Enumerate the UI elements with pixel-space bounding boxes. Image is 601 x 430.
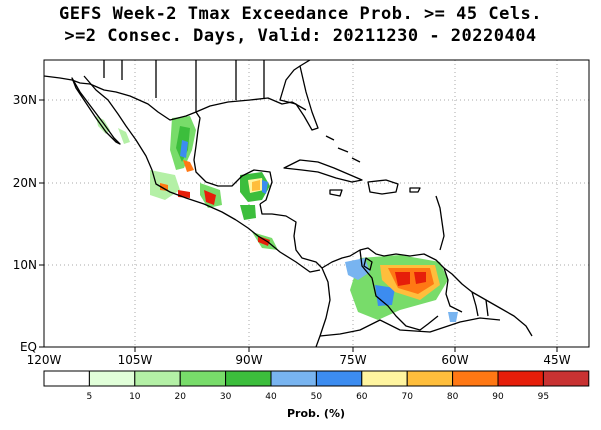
colorbar: 5 10 20 30 40 50 60 70 80 90 95 Prob. (%…: [43, 370, 590, 420]
colorbar-tick-60: 60: [356, 392, 368, 402]
colorbar-tick-70: 70: [401, 392, 413, 402]
shade-venezuela-blue: [375, 285, 395, 306]
maracaibo-lake: [363, 257, 373, 271]
probability-shading: [96, 116, 458, 322]
lat-label-30n: 30N: [13, 93, 37, 107]
shade-guatemala: [240, 205, 256, 220]
lon-label-45w: 45W: [543, 353, 570, 367]
lon-label-75w: 75W: [339, 353, 366, 367]
colorbar-box-3: [179, 370, 227, 387]
colorbar-tick-80: 80: [447, 392, 459, 402]
lon-label-105w: 105W: [118, 353, 153, 367]
suriname-border: [471, 291, 489, 317]
colorbar-box-4: [225, 370, 272, 387]
colorbar-box-10: [497, 370, 544, 387]
shade-baja: [96, 116, 110, 134]
colorbar-box-11: [542, 370, 590, 387]
colorbar-tick-40: 40: [265, 392, 277, 402]
shade-colombia-blue: [345, 258, 370, 280]
shade-guyana: [448, 312, 458, 322]
colombia-pacific: [315, 267, 331, 347]
colorbar-box-1: [88, 370, 136, 387]
shade-venezuela-red2: [414, 272, 426, 284]
colorbar-box-0: [43, 370, 90, 387]
colorbar-box-7: [361, 370, 408, 387]
colorbar-box-6: [315, 370, 363, 387]
colorbar-tick-95: 95: [538, 392, 549, 402]
axis-ticks: [39, 99, 558, 352]
us-atlantic-coast: [299, 60, 311, 67]
shade-venezuela-red1: [395, 272, 410, 286]
lat-label-20n: 20N: [13, 176, 37, 190]
colombia-venezuela-border: [359, 249, 439, 331]
gulf-coast: [193, 111, 273, 205]
lon-label-120w: 120W: [27, 353, 62, 367]
florida: [279, 65, 319, 131]
colorbar-unit-label: Prob. (%): [287, 407, 345, 420]
guyana-border: [443, 267, 463, 313]
shade-yucatan-blue: [262, 180, 268, 194]
lat-labels: 30N 20N 10N EQ: [13, 93, 37, 354]
colorbar-box-2: [134, 370, 181, 387]
central-america-caribbean: [259, 203, 323, 269]
lon-labels: 120W 105W 90W 75W 60W 45W: [27, 353, 571, 367]
shade-isthmus-hot: [204, 190, 216, 205]
puerto-rico: [409, 187, 421, 193]
coastlines: [44, 60, 533, 347]
bahamas: [325, 135, 361, 163]
colorbar-box-8: [406, 370, 454, 387]
colorbar-tick-50: 50: [311, 392, 323, 402]
us-border: [44, 75, 197, 121]
colorbar-tick-5: 5: [87, 392, 93, 402]
lesser-antilles: [435, 195, 445, 251]
jamaica: [329, 189, 343, 197]
baja-peninsula: [71, 77, 121, 145]
colorbar-box-5: [270, 370, 317, 387]
mexico-state-borders: [103, 60, 265, 112]
lat-label-eq: EQ: [20, 340, 37, 354]
hispaniola: [367, 179, 399, 195]
central-america-pacific: [235, 219, 321, 273]
shade-ne-mexico-blue: [180, 140, 188, 158]
map-title-line2: >=2 Consec. Days, Valid: 20211230 - 2022…: [64, 26, 537, 46]
map-title-line1: GEFS Week-2 Tmax Exceedance Prob. >= 45 …: [58, 4, 543, 24]
lon-label-90w: 90W: [235, 353, 262, 367]
mexico-pacific-coast: [83, 75, 237, 221]
colorbar-tick-90: 90: [492, 392, 504, 402]
south-america-north-coast: [321, 247, 533, 337]
cuba: [283, 159, 363, 183]
plot-frame: [43, 59, 590, 348]
shade-yucatan-orange: [252, 180, 260, 191]
graticule: [44, 60, 589, 347]
colorbar-tick-20: 20: [174, 392, 186, 402]
colorbar-tick-30: 30: [220, 392, 232, 402]
colorbar-box-9: [452, 370, 499, 387]
lon-label-60w: 60W: [441, 353, 468, 367]
shade-nw-mexico: [118, 128, 130, 144]
lat-label-10n: 10N: [13, 258, 37, 272]
shade-ne-mexico-hot: [183, 160, 194, 172]
colorbar-tick-10: 10: [129, 392, 141, 402]
brazil-border: [319, 317, 501, 337]
